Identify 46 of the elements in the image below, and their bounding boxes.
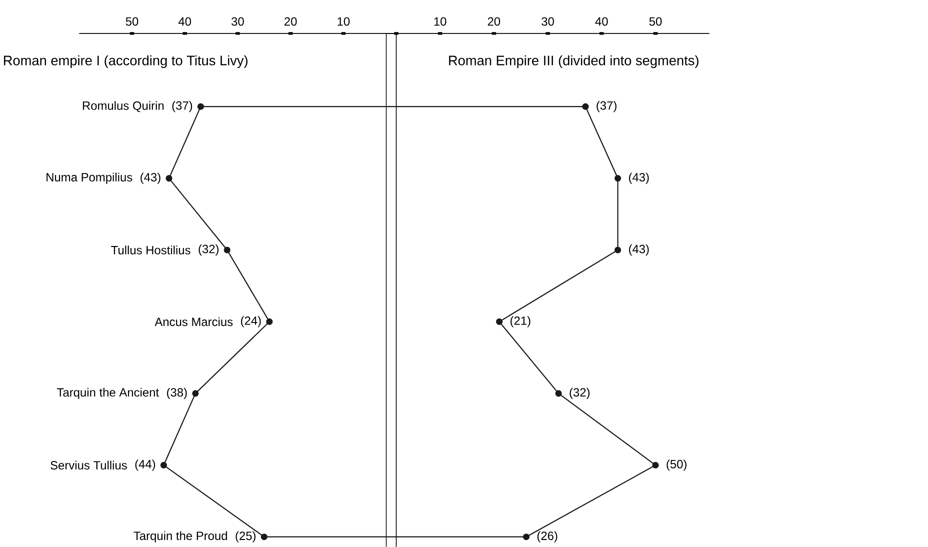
data-label: (21) [510, 316, 530, 328]
data-label: (43) [140, 172, 160, 184]
point [555, 390, 562, 397]
point [266, 318, 273, 325]
data-label: (37) [172, 100, 192, 112]
data-label: (38) [167, 388, 187, 399]
x-tick-label: 30 [232, 17, 244, 26]
x-tick-label: 10 [434, 17, 446, 26]
point [614, 174, 622, 182]
x-tick-label: 10 [338, 17, 350, 26]
data-label: (32) [570, 388, 590, 399]
y-tick-label: Tarquin the Proud [134, 531, 227, 542]
data-label: (43) [628, 172, 649, 184]
data-label: (25) [236, 531, 256, 542]
text: Roman Empire III (divided into segments) [449, 55, 698, 68]
point [197, 103, 204, 110]
point [166, 174, 172, 182]
data-label: (32) [198, 244, 219, 256]
data-label: (37) [596, 100, 616, 112]
point [496, 318, 503, 325]
x-tick-label: 30 [542, 17, 554, 26]
text: Roman empire I (according to Titus Livy) [4, 55, 248, 68]
point [522, 533, 530, 540]
x-tick-label: 20 [488, 17, 500, 26]
data-label: (50) [666, 459, 686, 471]
data-label: (43) [628, 244, 649, 256]
x-tick-label: 40 [178, 17, 192, 26]
y-tick-label: Romulus Quirin [82, 100, 164, 112]
y-tick-label: Tullus Hostilius [111, 245, 190, 254]
point [614, 246, 622, 254]
x-tick-label: 50 [649, 17, 662, 26]
y-tick-label: Ancus Marcius [154, 317, 233, 326]
x-tick-label: 20 [284, 17, 297, 26]
point [260, 533, 268, 540]
x-tick-label: 40 [595, 17, 608, 26]
y-tick-label: Numa Pompilius [46, 172, 132, 184]
point [192, 390, 199, 397]
point [160, 462, 167, 468]
x-tick-label: 50 [126, 17, 138, 26]
y-tick-label: Servius Tullius [50, 460, 127, 470]
data-label: (26) [537, 531, 558, 542]
y-tick-label: Tarquin the Ancient [56, 388, 159, 399]
point [224, 246, 230, 254]
data-label: (44) [135, 459, 156, 471]
point [652, 462, 659, 468]
data-label: (24) [241, 316, 261, 328]
